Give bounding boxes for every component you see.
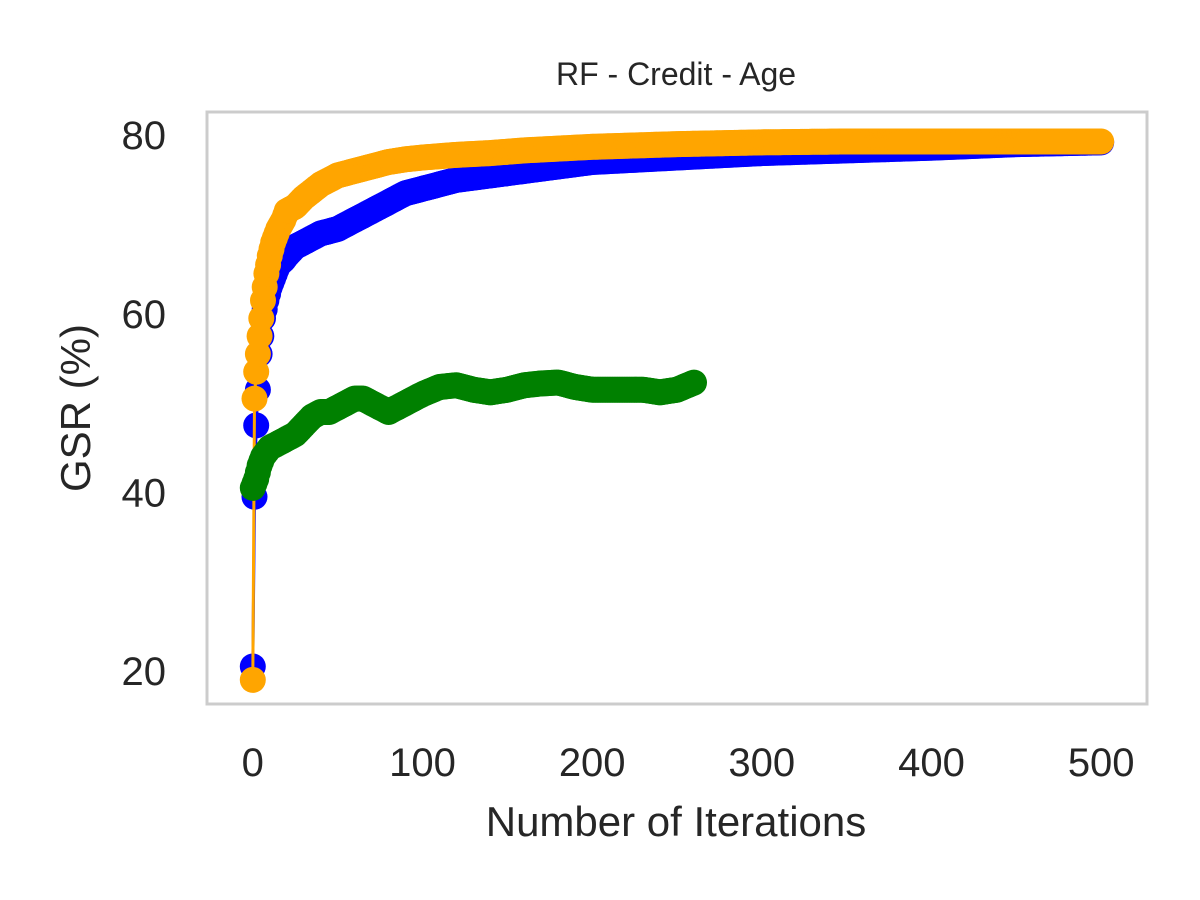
x-tick-label: 300 [728, 741, 795, 785]
y-axis-label: GSR (%) [52, 324, 99, 492]
y-tick-label: 40 [122, 471, 167, 515]
x-tick-label: 0 [242, 741, 264, 785]
y-tick-labels: 20 40 60 80 [122, 114, 167, 694]
x-tick-label: 100 [389, 741, 456, 785]
y-tick-label: 80 [122, 114, 167, 158]
x-tick-labels: 0 100 200 300 400 500 [242, 741, 1135, 785]
series-layer [239, 128, 1115, 693]
series-1 [239, 128, 1115, 693]
y-tick-label: 60 [122, 293, 167, 337]
series-0-point [243, 412, 270, 439]
series-2 [239, 369, 707, 501]
series-1-point [1088, 128, 1115, 155]
y-tick-label: 20 [122, 650, 167, 694]
x-axis-label: Number of Iterations [486, 798, 867, 845]
series-2-point [681, 369, 707, 396]
x-tick-label: 500 [1068, 741, 1135, 785]
x-tick-label: 400 [898, 741, 965, 785]
x-tick-label: 200 [559, 741, 626, 785]
series-1-point [239, 666, 266, 693]
series-1-point [241, 385, 268, 412]
chart-title: RF - Credit - Age [556, 56, 796, 92]
